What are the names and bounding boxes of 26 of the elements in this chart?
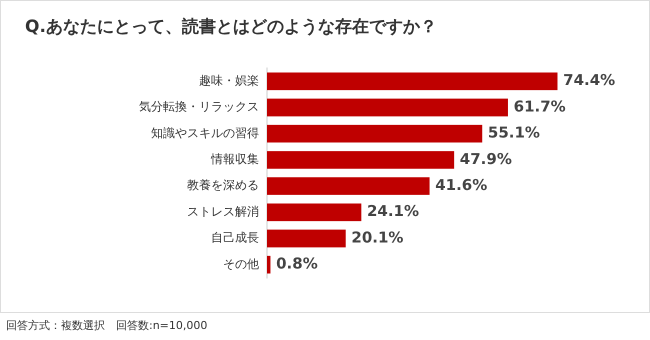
text: 回答方式：複数選択 回答数:n=10,000 — [6, 318, 208, 333]
bar — [267, 72, 558, 90]
bar — [267, 177, 430, 195]
data-label: 20.1% — [351, 228, 404, 246]
bar — [267, 124, 482, 143]
y-tick-label: 教養を深める — [187, 178, 259, 192]
data-label: 0.8% — [276, 254, 318, 273]
data-label: 47.9% — [460, 150, 512, 168]
bar — [267, 230, 346, 248]
y-tick-label: その他 — [223, 256, 259, 271]
y-tick-label: 知識やスキルの習得 — [151, 126, 259, 140]
y-tick-label: 趣味・娯楽 — [199, 73, 259, 88]
bar — [267, 256, 270, 274]
bar — [267, 151, 454, 169]
data-label: 24.1% — [366, 202, 420, 220]
data-label: 74.4% — [563, 71, 616, 90]
y-tick-label: ストレス解消 — [187, 204, 259, 218]
y-tick-label: 気分転換・リラックス — [139, 100, 259, 114]
bar — [267, 98, 508, 116]
chart-title: Q.あなたにとって、読書とはどのような存在ですか？ — [25, 16, 437, 38]
y-tick-label: 自己成長 — [211, 230, 259, 245]
bar — [267, 203, 362, 222]
data-label: 41.6% — [435, 176, 488, 194]
data-label: 55.1% — [488, 124, 540, 142]
data-label: 61.7% — [514, 97, 566, 116]
y-tick-label: 情報収集 — [210, 152, 259, 166]
